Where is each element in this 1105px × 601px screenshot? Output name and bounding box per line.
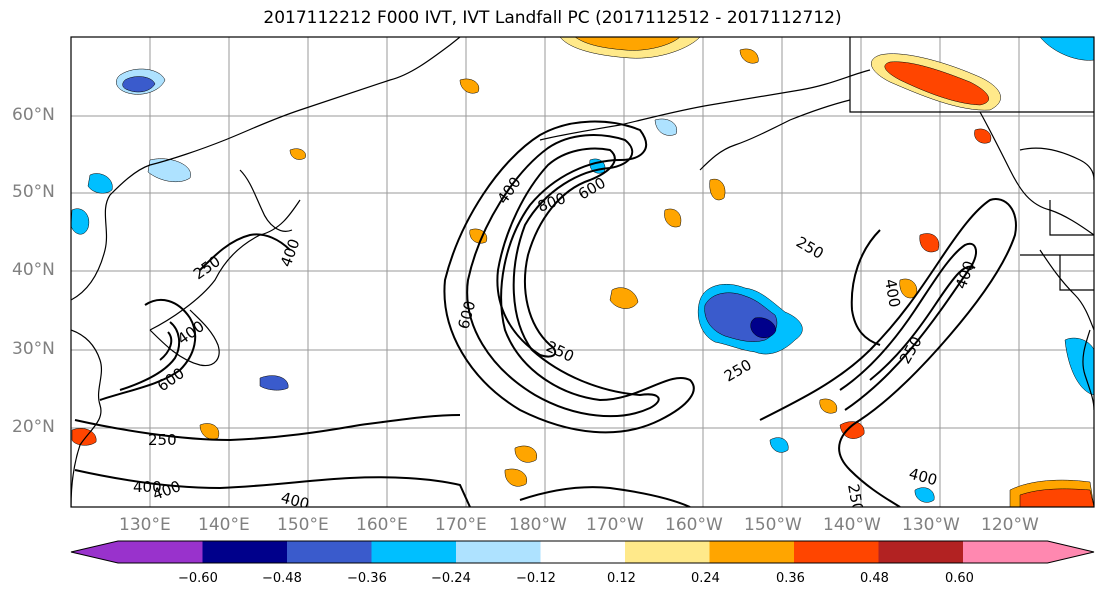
coastlines [71, 37, 1094, 507]
map-frame [70, 36, 1095, 508]
colorbar-tick-label: −0.48 [262, 571, 302, 586]
colorbar-tick-label: −0.24 [431, 571, 471, 586]
ivt-contours [74, 120, 1017, 507]
lon-label: 140°E [198, 515, 250, 535]
graticule [71, 37, 1094, 507]
colorbar-extend-high [1047, 541, 1094, 563]
colorbar-bin [625, 541, 710, 563]
colorbar-bin [287, 541, 372, 563]
colorbar-tick-label: −0.60 [178, 571, 218, 586]
lon-label: 170°E [435, 515, 487, 535]
lon-label: 150°E [277, 515, 329, 535]
lat-label: 30°N [12, 339, 55, 359]
map-title: 2017112212 F000 IVT, IVT Landfall PC (20… [263, 8, 842, 28]
lat-label: 40°N [12, 260, 55, 280]
colorbar-bin [878, 541, 963, 563]
colorbar-tick-label: 0.60 [945, 571, 974, 586]
colorbar-bin [540, 541, 625, 563]
lon-label: 150°W [744, 515, 802, 535]
colorbar-bin [456, 541, 541, 563]
lat-label: 60°N [12, 105, 55, 125]
lon-label: 140°W [823, 515, 881, 535]
lat-label: 50°N [12, 182, 55, 202]
colorbar-bin [202, 541, 287, 563]
colorbar-bin [118, 541, 203, 563]
contour-label: 400 [881, 278, 904, 309]
lon-label: 160°W [665, 515, 723, 535]
map-background [71, 37, 1094, 507]
colorbar-tick-label: 0.48 [860, 571, 889, 586]
colorbar-extend-low [71, 541, 118, 563]
contour-label: 400 [279, 488, 311, 513]
colorbar-tick-label: −0.12 [516, 571, 556, 586]
lon-label: 160°E [356, 515, 408, 535]
contour-label: 400 [133, 478, 162, 496]
colorbar-bin [963, 541, 1048, 563]
colorbar-tick-label: 0.36 [776, 571, 805, 586]
colorbar-tick-label: 0.12 [607, 571, 636, 586]
contour-label: 250 [148, 431, 177, 449]
lon-label: 130°W [902, 515, 960, 535]
contour-label: 250 [844, 483, 867, 514]
lon-label: 130°E [119, 515, 171, 535]
lon-label: 180°W [509, 515, 567, 535]
colorbar-tick-label: −0.36 [347, 571, 387, 586]
colorbar-tick-label: 0.24 [691, 571, 720, 586]
lon-label: 120°W [981, 515, 1039, 535]
colorbar [70, 540, 1095, 564]
colorbar-bin [794, 541, 879, 563]
lon-label: 170°W [586, 515, 644, 535]
colorbar-outline [70, 540, 1095, 564]
lat-label: 20°N [12, 417, 55, 437]
colorbar-bin [709, 541, 794, 563]
colorbar-bin [371, 541, 456, 563]
